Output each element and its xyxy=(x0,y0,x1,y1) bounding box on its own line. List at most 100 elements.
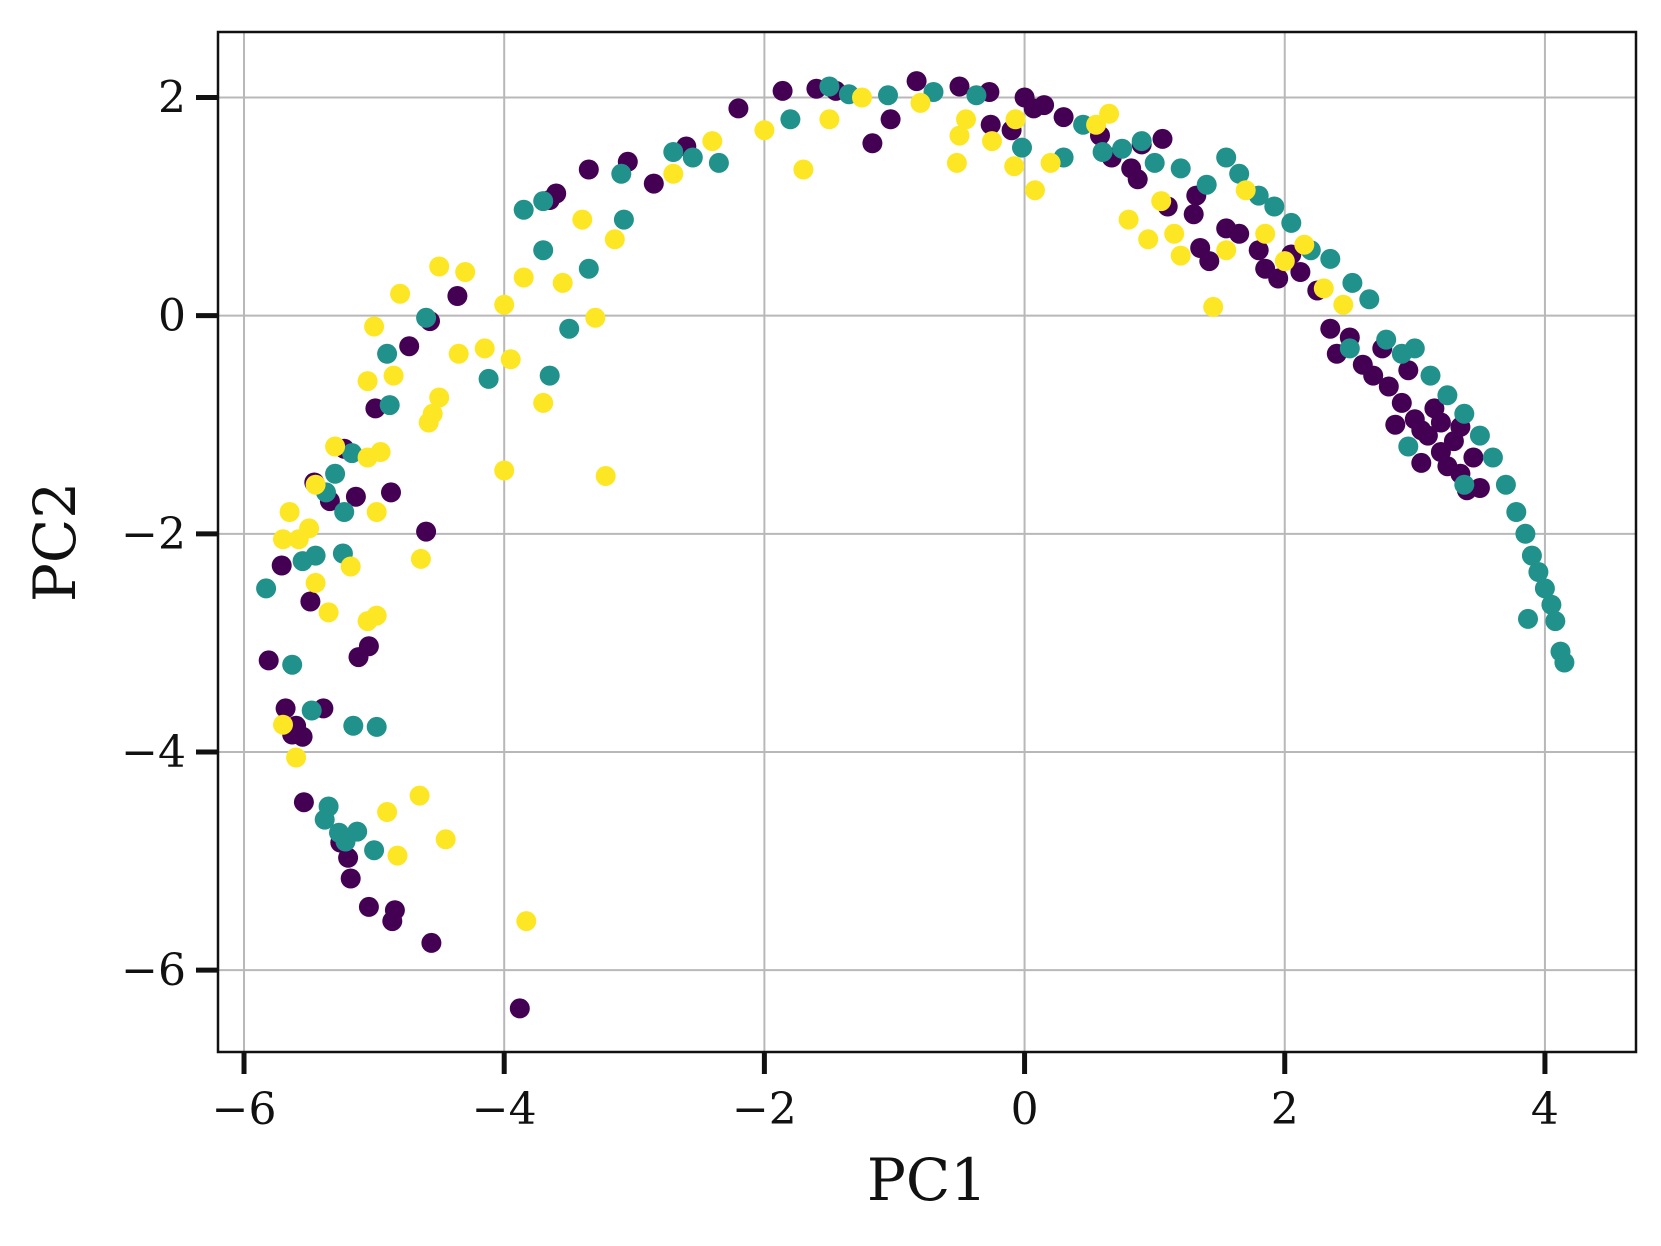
x-tick-label: −2 xyxy=(732,1084,797,1135)
y-tick-label: −6 xyxy=(121,945,186,996)
scatter-point xyxy=(1025,180,1045,201)
scatter-point xyxy=(1199,251,1220,272)
scatter-point xyxy=(552,272,573,293)
scatter-point xyxy=(980,114,1001,135)
scatter-point xyxy=(301,700,322,721)
scatter-point xyxy=(1313,278,1334,299)
scatter-point xyxy=(1127,169,1148,190)
scatter-point xyxy=(513,267,534,288)
scatter-point xyxy=(728,98,749,119)
scatter-point xyxy=(399,336,420,357)
scatter-point xyxy=(1034,95,1055,116)
scatter-point xyxy=(1152,128,1173,149)
scatter-point xyxy=(906,71,927,92)
scatter-point xyxy=(335,831,356,852)
scatter-point xyxy=(819,76,840,97)
scatter-point xyxy=(1112,138,1133,159)
scatter-point xyxy=(390,283,411,304)
scatter-point xyxy=(643,173,664,194)
scatter-point xyxy=(1235,180,1256,201)
scatter-point xyxy=(1454,474,1475,495)
scatter-point xyxy=(578,258,599,279)
scatter-point xyxy=(910,92,931,113)
scatter-point xyxy=(1012,137,1032,158)
scatter-points xyxy=(256,71,1575,1019)
scatter-point xyxy=(1398,360,1419,381)
scatter-point xyxy=(387,845,408,866)
scatter-point xyxy=(340,556,361,577)
x-tick-label: 0 xyxy=(1011,1084,1039,1135)
scatter-point xyxy=(1264,196,1285,217)
x-tick-label: 4 xyxy=(1531,1084,1559,1135)
scatter-point xyxy=(682,147,703,168)
scatter-point xyxy=(366,502,387,522)
scatter-point xyxy=(956,109,976,130)
scatter-point xyxy=(1099,103,1120,124)
scatter-point xyxy=(416,307,437,328)
scatter-point xyxy=(1216,240,1237,261)
scatter-point xyxy=(611,163,632,184)
scatter-point xyxy=(358,636,379,657)
scatter-point xyxy=(663,142,684,162)
scatter-point xyxy=(1092,142,1113,162)
scatter-point xyxy=(448,343,469,364)
y-tick-label: 0 xyxy=(158,291,186,342)
scatter-point xyxy=(1469,478,1490,498)
scatter-point xyxy=(377,802,398,822)
scatter-point xyxy=(1131,131,1152,152)
scatter-point xyxy=(578,159,599,180)
scatter-point xyxy=(949,125,970,146)
scatter-point xyxy=(1463,447,1484,468)
x-axis-label: PC1 xyxy=(867,1146,987,1214)
scatter-point xyxy=(1183,204,1204,225)
scatter-point xyxy=(1229,163,1250,184)
scatter-point xyxy=(702,131,723,152)
scatter-point xyxy=(1004,156,1025,177)
scatter-point xyxy=(418,412,439,433)
scatter-point xyxy=(946,152,967,173)
x-tick-label: −6 xyxy=(212,1084,277,1135)
scatter-point xyxy=(275,698,296,719)
scatter-point xyxy=(421,932,442,953)
scatter-point xyxy=(1274,251,1295,272)
scatter-point xyxy=(1554,652,1575,673)
scatter-point xyxy=(1518,608,1538,629)
scatter-point xyxy=(1164,223,1185,244)
scatter-point xyxy=(318,796,339,817)
scatter-point xyxy=(949,76,970,97)
scatter-point xyxy=(1469,425,1490,446)
scatter-point xyxy=(862,133,883,154)
scatter-point xyxy=(509,998,530,1019)
scatter-point xyxy=(708,152,729,173)
scatter-point xyxy=(384,900,405,921)
scatter-point xyxy=(494,460,515,481)
scatter-point xyxy=(533,392,554,413)
scatter-point xyxy=(1482,447,1503,468)
scatter-point xyxy=(1229,223,1250,244)
scatter-point xyxy=(533,240,554,261)
scatter-point xyxy=(377,343,398,364)
y-tick-label: −4 xyxy=(121,727,186,778)
scatter-point xyxy=(1151,191,1172,212)
scatter-point xyxy=(305,572,326,593)
scatter-point xyxy=(1170,245,1191,266)
scatter-point xyxy=(279,502,300,522)
scatter-point xyxy=(474,338,495,359)
scatter-point xyxy=(1430,412,1451,433)
scatter-point xyxy=(1376,329,1397,350)
scatter-point xyxy=(292,551,313,572)
scatter-point xyxy=(358,896,379,917)
scatter-point xyxy=(878,85,898,106)
scatter-point xyxy=(273,529,293,550)
scatter-point xyxy=(435,829,456,850)
scatter-point xyxy=(1437,385,1458,406)
scatter-point xyxy=(1053,107,1074,128)
scatter-point xyxy=(819,109,840,130)
scatter-point xyxy=(1515,523,1536,544)
scatter-point xyxy=(754,120,775,141)
scatter-point xyxy=(366,716,387,737)
scatter-point xyxy=(539,365,560,386)
x-tick-label: −4 xyxy=(472,1084,537,1135)
scatter-point xyxy=(325,436,346,457)
scatter-point xyxy=(1454,403,1475,424)
